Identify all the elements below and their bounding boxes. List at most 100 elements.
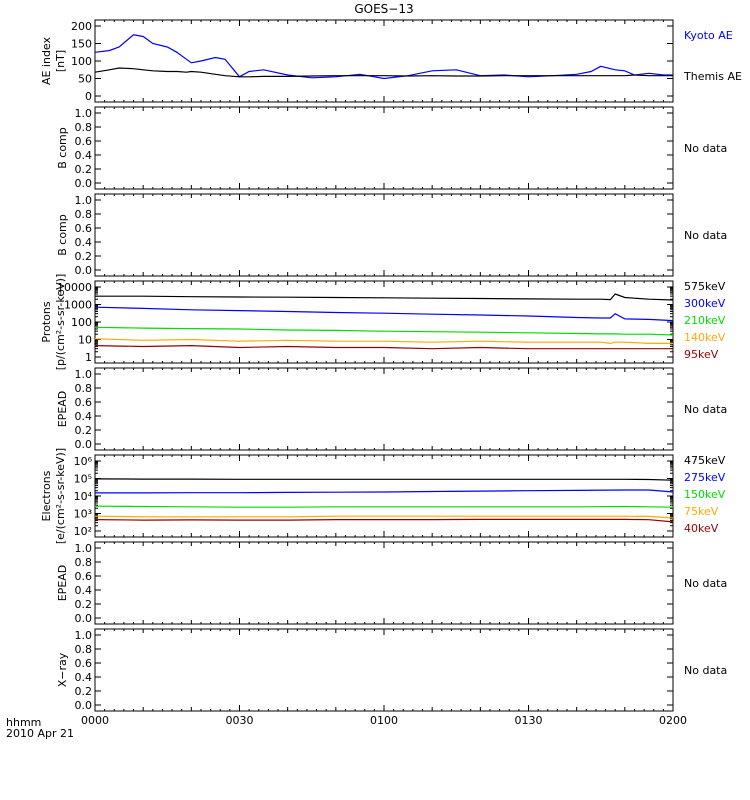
- y-tick-label: 0.6: [75, 135, 93, 148]
- y-tick-label: 0.8: [75, 382, 93, 395]
- series-line-40kev: [95, 518, 673, 523]
- panel-5: 0.00.20.40.60.81.0 EPEAD No data: [56, 367, 727, 451]
- y-axis-title: EPEAD: [56, 391, 69, 428]
- no-data-label: No data: [684, 577, 727, 590]
- y-tick-label: 0.4: [75, 671, 93, 684]
- panel-2: 0.00.20.40.60.81.0 B comp No data: [56, 106, 727, 190]
- y-tick-label: 0.4: [75, 584, 93, 597]
- series-line-95kev: [95, 344, 673, 350]
- y-tick-label: 0.6: [75, 657, 93, 670]
- y-tick-label: 10: [78, 334, 92, 347]
- x-tick-label: 0130: [515, 714, 543, 727]
- y-tick-label: 0.0: [75, 264, 93, 277]
- y-axis-title: [nT]: [54, 50, 67, 72]
- panel-frame: [94, 280, 674, 364]
- y-tick-label: 0.6: [75, 396, 93, 409]
- y-tick-label: 0.4: [75, 149, 93, 162]
- panel-frame: [94, 454, 674, 538]
- y-tick-label: 10000: [57, 281, 92, 294]
- panel-frame: [94, 367, 674, 451]
- series-line-75kev: [95, 515, 673, 519]
- y-axis-title: [p/(cm²-s-sr-keV)]: [54, 274, 67, 371]
- y-tick-label: 0.2: [75, 685, 93, 698]
- y-tick-label: 10⁶: [74, 455, 93, 468]
- no-data-label: No data: [684, 403, 727, 416]
- y-axis-title: X−ray: [56, 652, 69, 687]
- no-data-label: No data: [684, 142, 727, 155]
- y-tick-label: 0.2: [75, 163, 93, 176]
- y-tick-label: 0.2: [75, 250, 93, 263]
- series-line-140kev: [95, 338, 673, 345]
- y-tick-label: 0.6: [75, 222, 93, 235]
- time-axis-label-hhmm: hhmm: [6, 716, 41, 729]
- y-axis-title: Electrons: [40, 470, 53, 521]
- legend-entry: 210keV: [684, 314, 726, 327]
- y-axis-title: Protons: [40, 301, 53, 342]
- y-tick-label: 10⁵: [74, 473, 92, 486]
- legend-entry: 575keV: [684, 280, 726, 293]
- panel-6: 10² 10³ 10⁴ 10⁵ 10⁶ Electrons [e/(cm²-s-sr-keV…: [40, 448, 726, 544]
- plot-title: GOES−13: [354, 2, 413, 16]
- legend-entry: 95keV: [684, 348, 719, 361]
- y-tick-label: 10³: [74, 508, 92, 521]
- y-axis-title: [e/(cm²-s-sr-keV)]: [54, 448, 67, 544]
- y-tick-label: 0.0: [75, 177, 93, 190]
- y-tick-label: 0.0: [75, 438, 93, 451]
- panel-frame: [94, 19, 674, 103]
- panel-1: 0 50 100 150 200 AE index [nT] Kyoto AE Themis A…: [40, 19, 742, 103]
- x-tick-label: 0030: [226, 714, 254, 727]
- no-data-label: No data: [684, 229, 727, 242]
- legend-entry: 150keV: [684, 488, 726, 501]
- legend-entry: 275keV: [684, 471, 726, 484]
- y-tick-label: 0.8: [75, 643, 93, 656]
- legend-entry: 140keV: [684, 331, 726, 344]
- panel-8: 0.00.20.40.60.81.0 X−ray No data: [56, 628, 727, 712]
- series-line-300kev: [95, 306, 673, 322]
- y-tick-label: 0.8: [75, 208, 93, 221]
- time-axis: 0000 0030 0100 0130 0200: [81, 714, 687, 727]
- legend-entry: 40keV: [684, 522, 719, 535]
- y-tick-label: 1.0: [75, 194, 93, 207]
- series-line-575kev: [95, 293, 673, 301]
- x-tick-label: 0100: [370, 714, 398, 727]
- y-tick-label: 1.0: [75, 368, 93, 381]
- panel-frame: [94, 106, 674, 190]
- y-tick-label: 0.0: [75, 699, 93, 712]
- y-tick-label: 1.0: [75, 542, 93, 555]
- y-tick-label: 100: [71, 55, 92, 68]
- series-line-210kev: [95, 326, 673, 336]
- y-axis-title: B comp: [56, 127, 69, 169]
- y-axis-title: B comp: [56, 214, 69, 256]
- panels: 0 50 100 150 200 AE index [nT] Kyoto AE Themis A…: [40, 19, 742, 712]
- y-tick-label: 1.0: [75, 107, 93, 120]
- y-tick-label: 1: [85, 351, 92, 364]
- legend-entry: 300keV: [684, 297, 726, 310]
- y-tick-label: 0.2: [75, 598, 93, 611]
- y-tick-label: 1000: [64, 299, 92, 312]
- panel-frame: [94, 541, 674, 625]
- y-tick-label: 0.2: [75, 424, 93, 437]
- panel-frame: [94, 628, 674, 712]
- y-tick-label: 0.4: [75, 236, 93, 249]
- y-tick-label: 200: [71, 20, 92, 33]
- series-line-kyoto-ae: [95, 34, 673, 80]
- y-axis-title: AE index: [40, 36, 53, 85]
- series-line-475kev: [95, 478, 673, 481]
- y-tick-label: 0.0: [75, 612, 93, 625]
- series-line-themis-ae: [95, 67, 673, 78]
- x-tick-label: 0200: [659, 714, 687, 727]
- panel-4: 1 10 100 1000 10000 Protons [p/(cm²-s-sr-keV)]…: [40, 274, 726, 371]
- y-tick-label: 50: [78, 73, 92, 86]
- time-axis-label-date: 2010 Apr 21: [6, 727, 74, 740]
- y-tick-label: 10⁴: [74, 490, 93, 503]
- y-tick-label: 0.8: [75, 121, 93, 134]
- no-data-label: No data: [684, 664, 727, 677]
- panel-7: 0.00.20.40.60.81.0 EPEAD No data: [56, 541, 727, 625]
- y-tick-label: 10²: [74, 525, 92, 538]
- legend-entry: Themis AE: [683, 70, 742, 83]
- y-tick-label: 0: [85, 90, 92, 103]
- panel-3: 0.00.20.40.60.81.0 B comp No data: [56, 193, 727, 277]
- y-tick-label: 1.0: [75, 629, 93, 642]
- panel-frame: [94, 193, 674, 277]
